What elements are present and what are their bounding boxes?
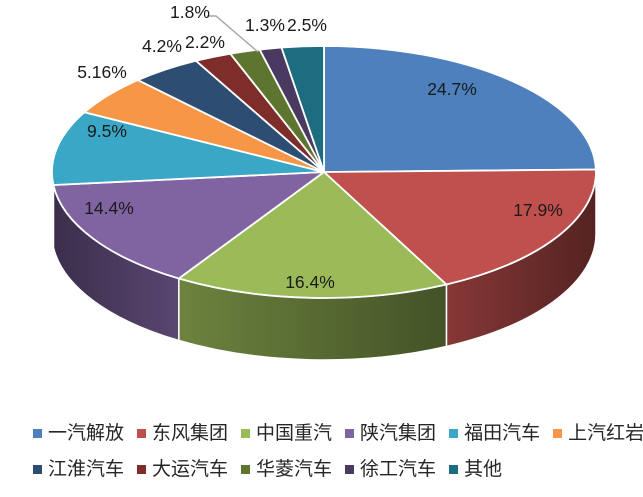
legend-item-8: 华菱汽车 xyxy=(241,459,332,480)
legend-item-3: 陕汽集团 xyxy=(345,423,436,444)
pie-value-label-4: 9.5% xyxy=(87,121,127,141)
pie-value-label-2: 16.4% xyxy=(285,272,335,292)
pie-value-label-7: 2.2% xyxy=(185,32,225,52)
chart-legend: 一汽解放 东风集团 中国重汽 陕汽集团 福田汽车 上汽红岩江淮汽车 大运汽车 华菱汽车 徐工汽车… xyxy=(33,423,643,480)
legend-label: 东风集团 xyxy=(152,423,229,444)
legend-row-1: 一汽解放 东风集团 中国重汽 陕汽集团 福田汽车 上汽红岩 xyxy=(33,423,643,444)
legend-label: 其他 xyxy=(464,459,503,480)
pie-slice-2 xyxy=(177,171,448,299)
legend-swatch-icon xyxy=(137,465,147,474)
legend-swatch-icon xyxy=(553,429,563,438)
legend-label: 福田汽车 xyxy=(464,423,541,444)
pie-value-label-6: 4.2% xyxy=(142,36,182,56)
legend-swatch-icon xyxy=(241,429,251,438)
pie-value-label-1: 17.9% xyxy=(513,200,563,220)
pie-value-label-10: 2.5% xyxy=(287,15,327,35)
legend-label: 中国重汽 xyxy=(256,423,333,444)
legend-swatch-icon xyxy=(33,429,42,438)
legend-swatch-icon xyxy=(33,465,42,474)
pie-slice-0 xyxy=(323,45,597,173)
pie-slice-1 xyxy=(323,168,597,286)
pie-slice-4 xyxy=(51,111,325,186)
pie-value-label-9: 1.3% xyxy=(245,15,285,35)
label-leader-line xyxy=(207,15,259,53)
pie-value-label-3: 14.4% xyxy=(84,198,134,218)
legend-item-7: 大运汽车 xyxy=(137,459,228,480)
legend-label: 江淮汽车 xyxy=(48,459,125,480)
legend-item-10: 其他 xyxy=(449,459,502,480)
legend-swatch-icon xyxy=(241,465,251,474)
pie-value-label-0: 24.7% xyxy=(427,79,477,99)
legend-item-0: 一汽解放 xyxy=(33,423,124,444)
legend-item-6: 江淮汽车 xyxy=(33,459,124,480)
legend-swatch-icon xyxy=(449,465,459,474)
pie-slice-10 xyxy=(280,45,325,173)
legend-item-5: 上汽红岩 xyxy=(553,423,643,444)
pie-slice-3 xyxy=(52,171,325,280)
pie-chart: 24.7% 17.9% 16.4% 14.4% 9.5% 5.16% 4.2% 2.2% 1.8… xyxy=(51,2,597,361)
legend-label: 一汽解放 xyxy=(48,423,125,444)
legend-label: 徐工汽车 xyxy=(360,459,437,480)
legend-swatch-icon xyxy=(449,429,459,438)
legend-label: 陕汽集团 xyxy=(360,423,437,444)
legend-item-9: 徐工汽车 xyxy=(345,459,436,480)
pie-value-label-5: 5.16% xyxy=(77,62,127,82)
legend-item-2: 中国重汽 xyxy=(241,423,332,444)
pie-value-label-8: 1.8% xyxy=(170,2,210,22)
legend-label: 华菱汽车 xyxy=(256,459,333,480)
legend-item-1: 东风集团 xyxy=(137,423,228,444)
legend-label: 上汽红岩 xyxy=(568,423,643,444)
legend-label: 大运汽车 xyxy=(152,459,229,480)
legend-swatch-icon xyxy=(137,429,147,438)
legend-row-2: 江淮汽车 大运汽车 华菱汽车 徐工汽车 其他 xyxy=(33,459,643,480)
legend-item-4: 福田汽车 xyxy=(449,423,540,444)
legend-swatch-icon xyxy=(345,465,355,474)
legend-swatch-icon xyxy=(345,429,355,438)
